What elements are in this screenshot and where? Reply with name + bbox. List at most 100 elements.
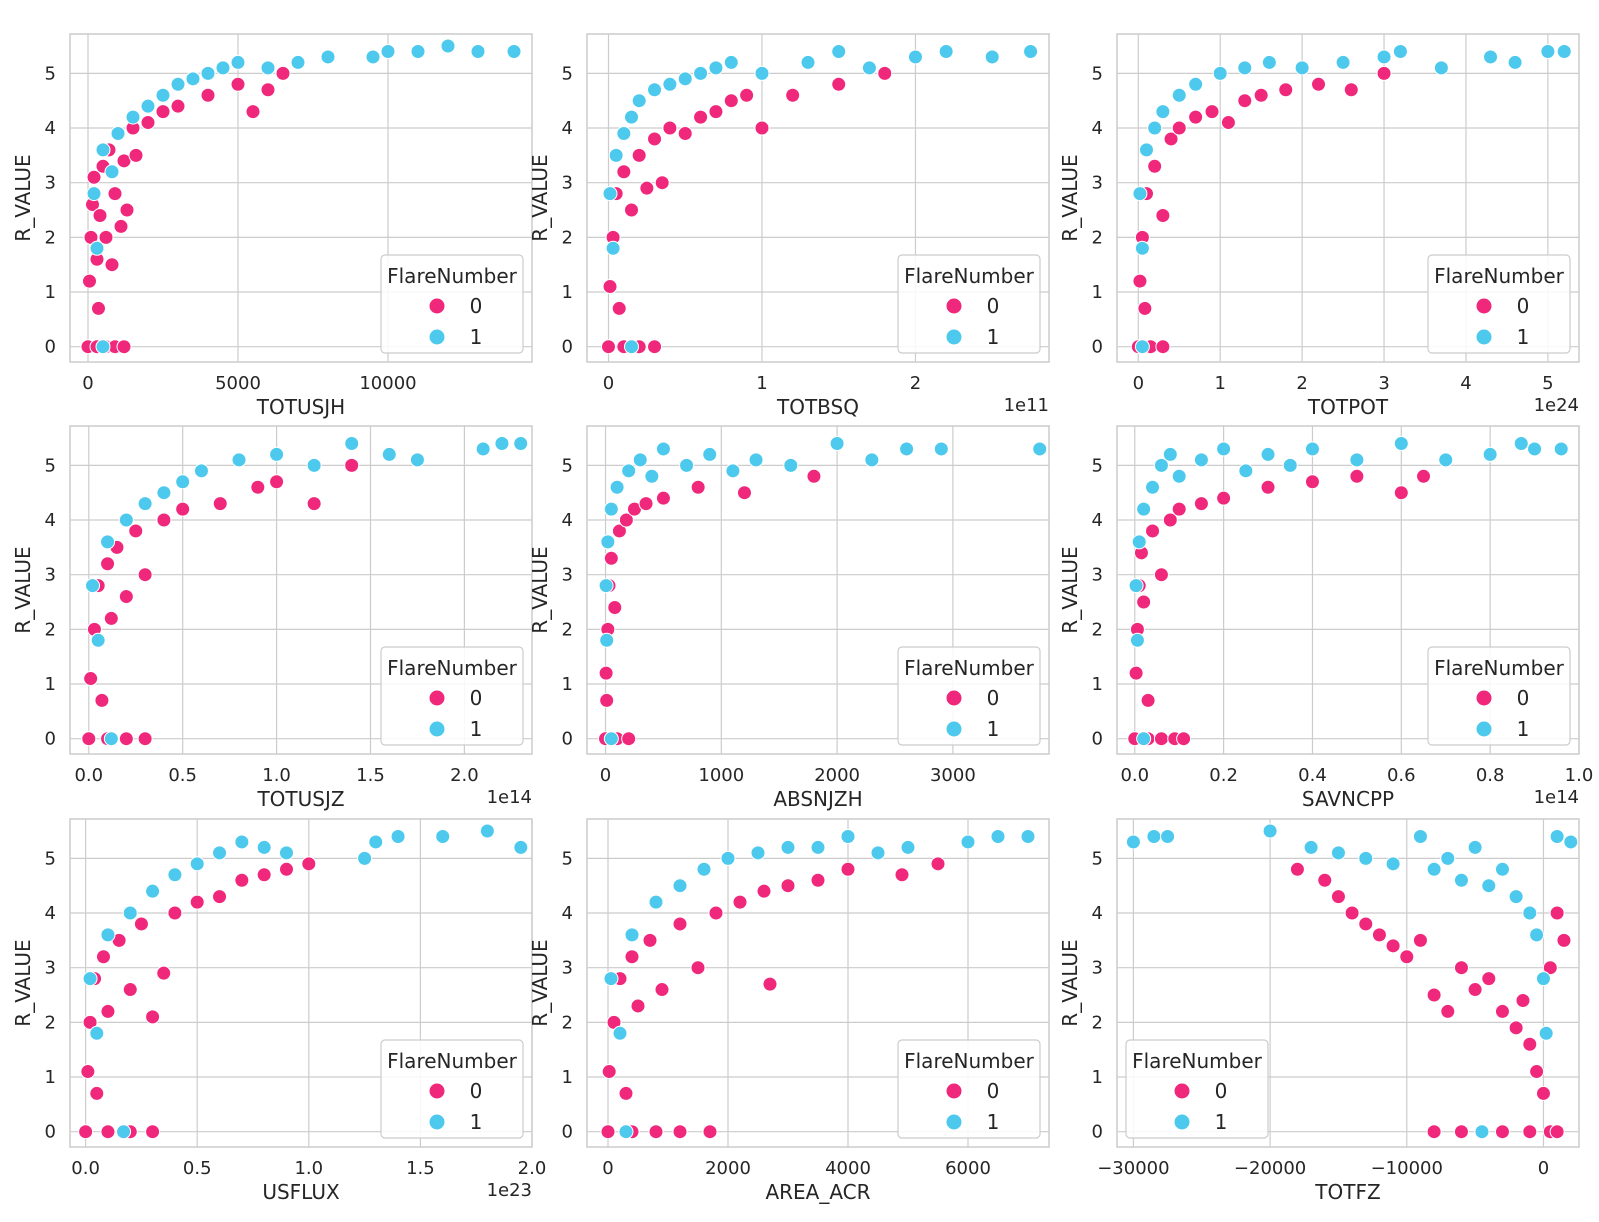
data-point-class-0 bbox=[736, 485, 752, 501]
data-point-class-0 bbox=[1549, 905, 1565, 921]
plot-frame bbox=[1116, 818, 1580, 1148]
data-point-class-1 bbox=[1162, 446, 1178, 462]
y-tick-label: 2 bbox=[45, 227, 56, 248]
y-axis-label: R_VALUE bbox=[11, 939, 35, 1026]
data-point-class-0 bbox=[654, 982, 670, 998]
data-point-class-1 bbox=[85, 578, 101, 594]
y-tick-label: 5 bbox=[1092, 63, 1103, 84]
legend: FlareNumber 0 1 bbox=[897, 646, 1041, 746]
y-tick-label: 0 bbox=[1092, 1122, 1103, 1143]
y-tick-label: 2 bbox=[45, 619, 56, 640]
data-point-class-0 bbox=[708, 104, 724, 120]
data-point-class-1 bbox=[1481, 878, 1497, 894]
data-point-class-1 bbox=[605, 240, 621, 256]
data-point-class-0 bbox=[1440, 1003, 1456, 1019]
data-point-class-1 bbox=[600, 534, 616, 550]
x-tick-label: 4 bbox=[1460, 373, 1471, 394]
data-point-class-0 bbox=[1515, 992, 1531, 1008]
y-tick-label: 0 bbox=[562, 729, 573, 750]
data-point-class-1 bbox=[479, 823, 495, 839]
data-point-class-1 bbox=[702, 446, 718, 462]
data-point-class-0 bbox=[654, 175, 670, 191]
data-point-class-0 bbox=[83, 671, 99, 687]
data-point-class-1 bbox=[118, 512, 134, 528]
data-point-class-1 bbox=[140, 98, 156, 114]
data-point-class-0 bbox=[1399, 949, 1415, 965]
data-point-class-1 bbox=[100, 534, 116, 550]
legend: FlareNumber 0 1 bbox=[1427, 646, 1571, 746]
data-point-class-0 bbox=[133, 916, 149, 932]
data-point-class-1 bbox=[1335, 54, 1351, 70]
data-point-class-0 bbox=[230, 76, 246, 92]
y-axis-label: R_VALUE bbox=[528, 154, 552, 241]
data-point-class-1 bbox=[1193, 452, 1209, 468]
legend-title: FlareNumber bbox=[1132, 1049, 1263, 1073]
legend-entry-label: 0 bbox=[470, 1079, 483, 1103]
y-tick-label: 2 bbox=[1092, 619, 1103, 640]
data-point-class-0 bbox=[1385, 938, 1401, 954]
y-axis-label: R_VALUE bbox=[11, 546, 35, 633]
data-point-class-0 bbox=[1145, 523, 1161, 539]
data-point-class-1 bbox=[1453, 872, 1469, 888]
data-point-class-0 bbox=[91, 300, 106, 316]
legend-entry-label: 0 bbox=[1517, 294, 1530, 318]
data-point-class-1 bbox=[440, 38, 456, 54]
data-point-class-1 bbox=[800, 54, 816, 70]
data-point-class-0 bbox=[611, 300, 627, 316]
data-point-class-1 bbox=[1155, 104, 1171, 120]
data-point-class-1 bbox=[612, 1025, 628, 1041]
data-point-class-1 bbox=[1412, 828, 1428, 844]
y-tick-label: 4 bbox=[1092, 118, 1103, 139]
data-point-class-1 bbox=[170, 76, 186, 92]
data-point-class-1 bbox=[230, 54, 246, 70]
data-point-class-1 bbox=[122, 905, 138, 921]
data-point-class-1 bbox=[780, 839, 796, 855]
legend-marker-class-0 bbox=[945, 689, 963, 707]
x-tick-label: −10000 bbox=[1371, 1158, 1443, 1179]
data-point-class-0 bbox=[618, 1085, 634, 1101]
legend-marker-class-1 bbox=[945, 720, 963, 738]
y-tick-label: 0 bbox=[562, 1122, 573, 1143]
data-point-class-1 bbox=[1549, 828, 1565, 844]
legend-marker-class-1 bbox=[428, 1113, 446, 1131]
plot-frame bbox=[586, 818, 1050, 1148]
y-tick-label: 3 bbox=[45, 565, 56, 586]
data-point-class-0 bbox=[103, 610, 119, 626]
data-point-class-1 bbox=[1147, 120, 1163, 136]
data-point-class-1 bbox=[278, 845, 294, 861]
data-point-class-1 bbox=[1238, 463, 1254, 479]
data-point-class-1 bbox=[907, 49, 923, 65]
legend-box bbox=[897, 254, 1041, 354]
data-point-class-1 bbox=[750, 845, 766, 861]
legend: FlareNumber 0 1 bbox=[380, 254, 524, 354]
legend-entry-label: 0 bbox=[1215, 1079, 1228, 1103]
legend-entry-label: 1 bbox=[987, 717, 1000, 741]
data-point-class-0 bbox=[1147, 158, 1163, 174]
data-point-class-0 bbox=[601, 1064, 617, 1080]
data-point-class-0 bbox=[1260, 479, 1276, 495]
data-point-class-0 bbox=[234, 872, 250, 888]
data-point-class-0 bbox=[690, 960, 706, 976]
data-point-class-1 bbox=[90, 632, 106, 648]
y-tick-label: 1 bbox=[562, 1067, 573, 1088]
x-axis-label: TOTUSJH bbox=[256, 395, 345, 419]
legend: FlareNumber 0 1 bbox=[380, 1039, 524, 1139]
plot-frame bbox=[69, 425, 533, 755]
x-tick-label: 0.0 bbox=[74, 765, 103, 786]
data-point-class-0 bbox=[1494, 1003, 1510, 1019]
data-point-class-1 bbox=[200, 65, 216, 81]
y-tick-label: 5 bbox=[45, 455, 56, 476]
plot-frame bbox=[69, 33, 533, 363]
y-tick-label: 5 bbox=[45, 63, 56, 84]
data-point-class-1 bbox=[95, 142, 111, 158]
data-point-class-0 bbox=[630, 998, 646, 1014]
subplot-totbsq: 0 1 2 0 1 2 3 4 5 TOTBSQ R_VALUE 1e11 FlareNumber 0 1 bbox=[528, 33, 1050, 419]
y-tick-label: 1 bbox=[1092, 674, 1103, 695]
plot-frame bbox=[1116, 425, 1580, 755]
legend-entry-label: 1 bbox=[987, 1110, 1000, 1134]
x-axis-offset-label: 1e14 bbox=[487, 787, 532, 808]
data-point-class-0 bbox=[647, 339, 663, 355]
data-point-class-1 bbox=[1128, 578, 1144, 594]
data-point-class-0 bbox=[732, 894, 748, 910]
data-point-class-1 bbox=[1483, 49, 1499, 65]
